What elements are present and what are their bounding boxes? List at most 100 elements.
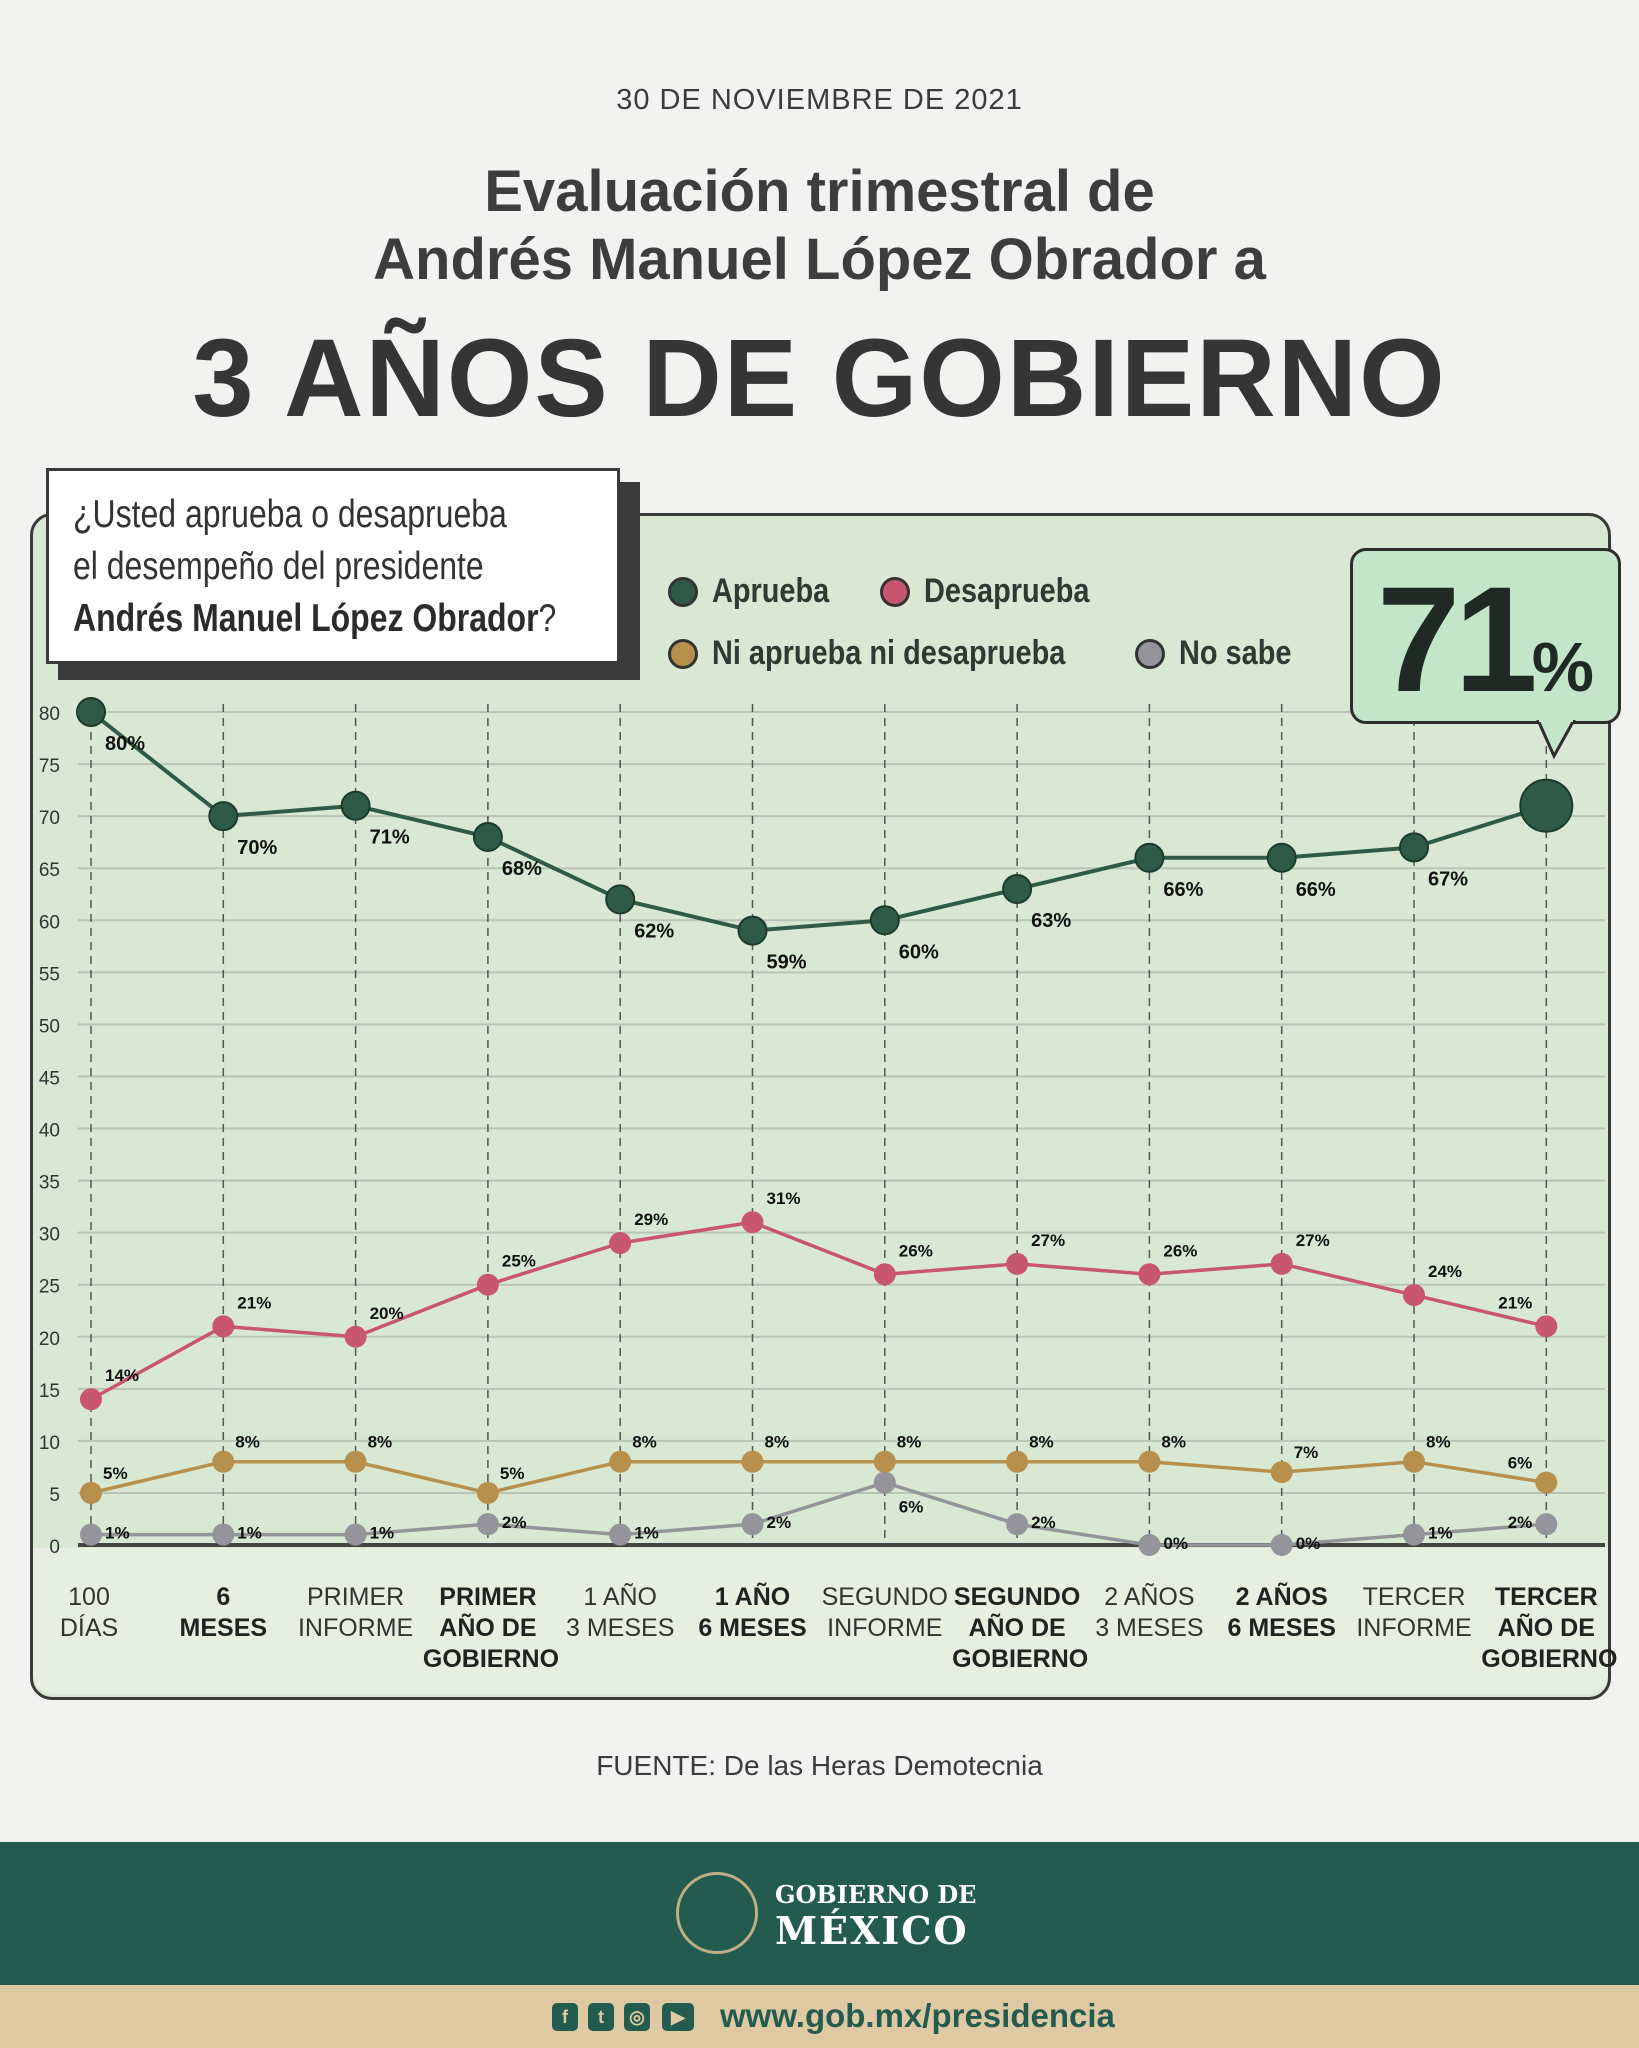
data-point (873, 1263, 896, 1286)
x-tick-label-line: 6 MESES (1227, 1614, 1336, 1642)
data-point (873, 1471, 896, 1494)
data-label: 14% (105, 1366, 139, 1385)
data-point (609, 1523, 632, 1546)
data-point (1535, 1315, 1558, 1338)
data-point (1006, 1252, 1029, 1275)
data-point (340, 790, 371, 821)
data-point (873, 1450, 896, 1473)
y-tick-label: 50 (39, 1016, 60, 1037)
data-label: 26% (899, 1241, 933, 1260)
data-label: 1% (634, 1524, 659, 1543)
data-label: 8% (897, 1433, 922, 1452)
series-line-1 (90, 1220, 1547, 1401)
data-label: 67% (1428, 868, 1468, 890)
legend-dot (1135, 638, 1165, 669)
data-label: 66% (1163, 879, 1203, 901)
data-label: 0% (1163, 1534, 1188, 1553)
data-label: 59% (767, 952, 807, 974)
legend-label: Aprueba (712, 572, 830, 610)
x-tick-label-line: PRIMER (439, 1583, 537, 1611)
data-point (741, 1211, 764, 1234)
title-line-2: Andrés Manuel López Obrador a (373, 227, 1266, 292)
x-tick-label-line: SEGUNDO (821, 1583, 948, 1611)
data-label: 8% (632, 1433, 657, 1452)
data-point (1399, 832, 1429, 863)
data-point (344, 1523, 367, 1546)
legend-ni: Ni aprueba ni desaprueba (668, 634, 1128, 673)
highlight-callout: 71% (1350, 548, 1621, 724)
x-tick-label-line: INFORME (827, 1614, 943, 1642)
data-point (1403, 1523, 1425, 1546)
date: 30 DE NOVIEMBRE DE 2021 (616, 84, 1023, 116)
data-point (737, 915, 768, 946)
y-tick-label: 45 (39, 1068, 60, 1089)
facebook-icon[interactable]: f (552, 2003, 578, 2031)
question-line-1: ¿Usted aprueba o desaprueba (73, 493, 507, 536)
legend-desaprueba: Desaprueba (880, 572, 1119, 611)
x-tick-label-line: DÍAS (59, 1614, 119, 1642)
y-tick-label: 20 (39, 1329, 60, 1350)
legend-dot (880, 576, 910, 607)
data-label: 27% (1031, 1231, 1065, 1250)
data-label: 6% (899, 1498, 924, 1517)
data-point (80, 1481, 102, 1504)
x-tick-label-line: 100 (68, 1583, 110, 1611)
data-point (476, 1273, 499, 1296)
data-label: 63% (1031, 910, 1071, 932)
data-label: 2% (1508, 1513, 1533, 1532)
legend-dot (668, 638, 698, 669)
data-label: 1% (237, 1524, 262, 1543)
data-label: 68% (502, 858, 542, 880)
data-point (1138, 1263, 1161, 1286)
data-point (1270, 1534, 1293, 1556)
x-tick-label-line: 3 MESES (1095, 1614, 1204, 1642)
y-tick-label: 40 (39, 1121, 60, 1142)
data-point (344, 1450, 367, 1473)
x-tick-label: 2 AÑOS 3 MESES (1084, 1582, 1214, 1644)
instagram-icon[interactable]: ◎ (624, 2003, 650, 2031)
data-point (1266, 842, 1297, 873)
data-label: 8% (235, 1433, 260, 1452)
data-label: 8% (368, 1433, 393, 1452)
x-tick-label: TERCER INFORME (1349, 1582, 1479, 1644)
y-tick-label: 75 (39, 756, 60, 777)
y-tick-label: 70 (39, 808, 60, 829)
y-tick-label: 80 (39, 704, 60, 725)
data-point (1403, 1450, 1425, 1473)
legend-label: No sabe (1179, 634, 1292, 672)
data-label: 2% (1031, 1513, 1056, 1532)
data-point (1138, 1534, 1161, 1556)
legend-no-sabe: No sabe (1135, 634, 1311, 673)
data-label: 7% (1294, 1443, 1319, 1462)
youtube-icon[interactable]: ▶ (662, 2003, 694, 2031)
footer-band (0, 1842, 1639, 1985)
x-tick-label-line: SEGUNDO (953, 1583, 1081, 1611)
data-label: 70% (237, 837, 277, 859)
x-tick-label: 2 AÑOS 6 MESES (1217, 1582, 1347, 1644)
data-point (1270, 1252, 1293, 1275)
data-point (476, 1513, 499, 1536)
x-tick-label-line: AÑO DE (439, 1614, 537, 1642)
data-point (80, 1388, 102, 1411)
data-label: 24% (1428, 1262, 1462, 1281)
website-link[interactable]: www.gob.mx/presidencia (720, 1997, 1115, 2034)
data-label: 8% (765, 1433, 790, 1452)
question-line-2: el desempeño del presidente (73, 545, 484, 588)
chart-axis-area (33, 1548, 1608, 1694)
brand-line-1: GOBIERNO DE (775, 1880, 977, 1909)
data-label: 5% (103, 1464, 128, 1483)
x-tick-label: SEGUNDO AÑO DE GOBIERNO (952, 1582, 1088, 1675)
brand-line-2: MÉXICO (775, 1908, 969, 1953)
y-tick-label: 65 (39, 860, 60, 881)
data-point (476, 1481, 499, 1504)
data-point (609, 1232, 632, 1255)
legend-dot (668, 576, 698, 607)
twitter-icon[interactable]: t (588, 2003, 614, 2031)
y-tick-label: 10 (39, 1433, 60, 1454)
x-tick-label-line: 2 AÑOS (1235, 1583, 1328, 1611)
legend-label: Desaprueba (924, 572, 1090, 610)
highlight-unit: % (1531, 628, 1595, 706)
x-tick-label: 100 DÍAS (24, 1582, 154, 1644)
data-label: 71% (370, 827, 410, 849)
question-box: ¿Usted aprueba o desaprueba el desempeño… (46, 468, 620, 664)
